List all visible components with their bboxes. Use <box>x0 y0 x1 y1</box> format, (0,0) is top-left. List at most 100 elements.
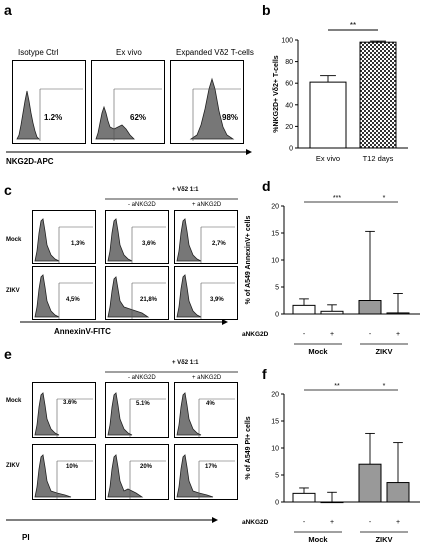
flow-plot-e-mock-1 <box>32 382 96 438</box>
panel-c-col-label-2: + aNKG2D <box>192 202 222 208</box>
panel-a-letter: a <box>4 2 12 18</box>
flow-plot-c-mock-1 <box>32 210 96 264</box>
bar <box>292 492 316 503</box>
flow-plot-e-zikv-2 <box>105 444 169 500</box>
flow-plot-c-zikv-3 <box>174 266 238 320</box>
y-tick-label: 10 <box>271 446 279 453</box>
y-tick-label: 0 <box>275 312 279 319</box>
bar <box>386 482 410 503</box>
panel-e-pct-zikv-1: 10% <box>66 464 79 470</box>
panel-c-axis-arrow <box>20 319 228 325</box>
y-tick-label: 0 <box>275 500 279 507</box>
flow-plot-c-mock-3 <box>174 210 238 264</box>
treatment-sign: - <box>303 331 306 338</box>
significance-label-2: * <box>383 195 386 202</box>
y-tick-label: 60 <box>285 81 293 88</box>
panel-c-header: + Vδ2 1:1 <box>172 187 199 193</box>
significance-label-1: ** <box>334 383 340 390</box>
panel-a-pct-3: 98% <box>222 113 239 122</box>
y-axis-label: %NKG2D+ Vδ2+ T-cells <box>273 55 280 132</box>
panel-e-col-label-2: + aNKG2D <box>192 375 222 381</box>
panel-e-header: + Vδ2 1:1 <box>172 360 199 366</box>
y-tick-label: 20 <box>285 124 293 131</box>
treatment-label: aNKG2D <box>242 331 269 338</box>
panel-a-pct-2: 62% <box>130 113 147 122</box>
flow-plot-a-exvivo <box>91 60 165 144</box>
panel-a-axis-arrow <box>6 149 252 155</box>
flow-plot-c-zikv-1 <box>32 266 96 320</box>
bar <box>320 501 344 504</box>
panel-e-pct-mock-2: 5.1% <box>136 401 150 407</box>
panel-a-axis-label: NKG2D-APC <box>6 157 54 166</box>
group-label-zikv: ZIKV <box>375 535 392 544</box>
flow-plot-c-zikv-2 <box>105 266 169 320</box>
flow-plot-e-zikv-3 <box>174 444 238 500</box>
panel-e-letter: e <box>4 346 12 362</box>
panel-e-row-mock: Mock <box>6 398 22 404</box>
group-label-mock: Mock <box>308 347 328 356</box>
panel-e-axis-arrow <box>6 517 218 523</box>
panel-c-pct-zikv-1: 4,5% <box>66 297 80 303</box>
bar <box>358 463 382 503</box>
group-label-zikv: ZIKV <box>375 347 392 356</box>
panel-c-row-zikv: ZIKV <box>6 288 20 294</box>
group-label-mock: Mock <box>308 535 328 544</box>
panel-c-col-label-1: - aNKG2D <box>128 202 156 208</box>
flow-plot-a-expanded <box>170 60 244 144</box>
significance-label-1: *** <box>333 195 341 202</box>
panel-a-title-exvivo: Ex vivo <box>116 48 142 57</box>
y-tick-label: 80 <box>285 59 293 66</box>
y-tick-label: 20 <box>271 392 279 399</box>
y-tick-label: 15 <box>271 419 279 426</box>
panel-c-row-mock: Mock <box>6 237 22 243</box>
panel-f-letter: f <box>262 366 267 382</box>
panel-c-letter: c <box>4 182 12 198</box>
panel-c-pct-mock-3: 2,7% <box>212 241 226 247</box>
panel-e-col-label-1: - aNKG2D <box>128 375 156 381</box>
panel-a-title-isotype: Isotype Ctrl <box>18 48 59 57</box>
bar <box>309 81 347 149</box>
treatment-sign: + <box>396 519 400 526</box>
flow-plot-c-mock-2 <box>105 210 169 264</box>
panel-e-axis-label: PI <box>22 533 30 542</box>
y-tick-label: 5 <box>275 473 279 480</box>
panel-c-pct-zikv-3: 3,9% <box>210 297 224 303</box>
y-axis-label: % of A549 PI+ cells <box>245 416 252 479</box>
treatment-sign: + <box>396 331 400 338</box>
treatment-label: aNKG2D <box>242 519 269 526</box>
y-tick-label: 100 <box>281 38 293 45</box>
y-tick-label: 20 <box>271 204 279 211</box>
flow-plot-e-zikv-1 <box>32 444 96 500</box>
y-tick-label: 40 <box>285 102 293 109</box>
y-tick-label: 15 <box>271 231 279 238</box>
bar-chart-d: 0 5 10 15 20 % of A549 AnnexinV+ cells aNKG2D -… <box>242 195 420 356</box>
treatment-sign: - <box>369 519 372 526</box>
bar-chart-f: 0 5 10 15 20 % of A549 PI+ cells aNKG2D - + - + Moc… <box>242 383 420 544</box>
panel-e-pct-zikv-2: 20% <box>140 464 153 470</box>
panel-a-pct-1: 1.2% <box>44 113 63 122</box>
treatment-sign: - <box>369 331 372 338</box>
panel-d-letter: d <box>262 178 271 194</box>
y-tick-label: 5 <box>275 285 279 292</box>
panel-e-pct-zikv-3: 17% <box>205 464 218 470</box>
panel-c-pct-mock-1: 1,3% <box>71 241 85 247</box>
bar <box>359 41 397 149</box>
panel-c-pct-mock-2: 3,6% <box>142 241 156 247</box>
flow-plot-a-isotype <box>12 60 86 144</box>
y-axis-label: % of A549 AnnexinV+ cells <box>245 216 252 305</box>
x-category-label: Ex vivo <box>316 154 340 163</box>
y-tick-label: 0 <box>289 146 293 153</box>
panel-b-letter: b <box>262 2 271 18</box>
treatment-sign: + <box>330 519 334 526</box>
histogram-a2 <box>95 88 162 141</box>
treatment-sign: - <box>303 519 306 526</box>
flow-plot-e-mock-2 <box>105 382 169 438</box>
histogram-a1 <box>16 88 83 141</box>
panel-e-pct-mock-3: 4% <box>206 401 215 407</box>
treatment-sign: + <box>330 331 334 338</box>
panel-a-title-expanded: Expanded Vδ2 T-cells <box>176 48 254 57</box>
x-category-label: T12 days <box>363 154 394 163</box>
panel-c-pct-zikv-2: 21,8% <box>140 297 158 303</box>
